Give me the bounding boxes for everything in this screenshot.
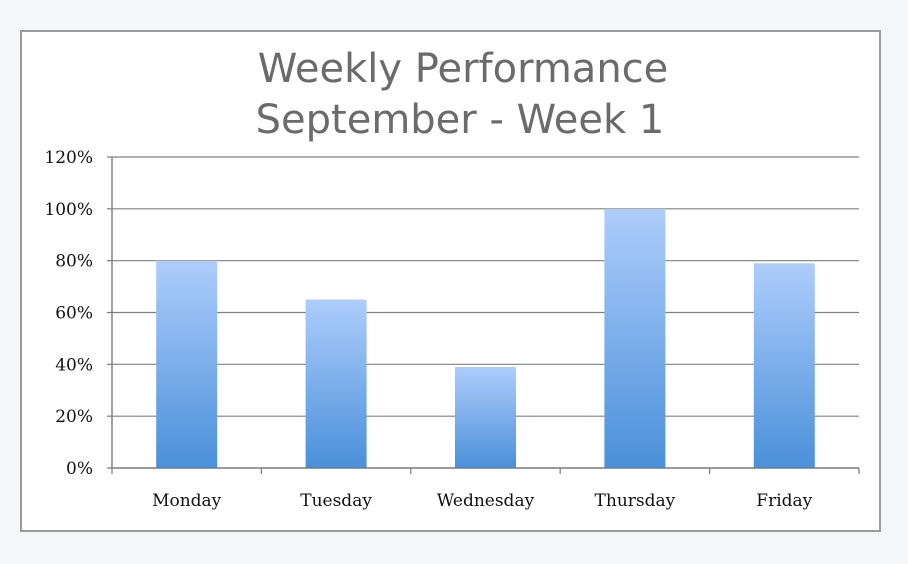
bars xyxy=(156,208,815,469)
y-tick-labels: 0% 20% 40% 60% 80% 100% 120% xyxy=(44,148,93,479)
y-tick-label: 40% xyxy=(55,355,93,375)
y-tick-label: 20% xyxy=(55,407,93,427)
y-tick-label: 80% xyxy=(55,252,93,272)
x-tick-label: Thursday xyxy=(595,491,676,511)
y-tick-label: 100% xyxy=(44,200,93,220)
x-tick-label: Tuesday xyxy=(300,491,372,511)
bar-monday xyxy=(156,260,218,468)
bar-thursday xyxy=(604,208,666,469)
bar-wednesday xyxy=(455,366,516,468)
y-tick-label: 120% xyxy=(44,148,93,168)
y-tick-label: 60% xyxy=(55,304,93,324)
x-tick-label: Wednesday xyxy=(437,491,535,511)
axes xyxy=(111,157,859,469)
chart-title: Weekly Performance xyxy=(258,46,669,92)
chart-subtitle: September - Week 1 xyxy=(256,97,665,143)
bar-tuesday xyxy=(305,299,367,468)
gridlines xyxy=(107,156,859,469)
y-tick-label: 0% xyxy=(66,459,93,479)
x-tick-label: Friday xyxy=(756,491,812,511)
x-tick-labels: Monday Tuesday Wednesday Thursday Friday xyxy=(111,468,860,511)
x-tick-label: Monday xyxy=(152,491,222,511)
bar-friday xyxy=(753,263,815,468)
